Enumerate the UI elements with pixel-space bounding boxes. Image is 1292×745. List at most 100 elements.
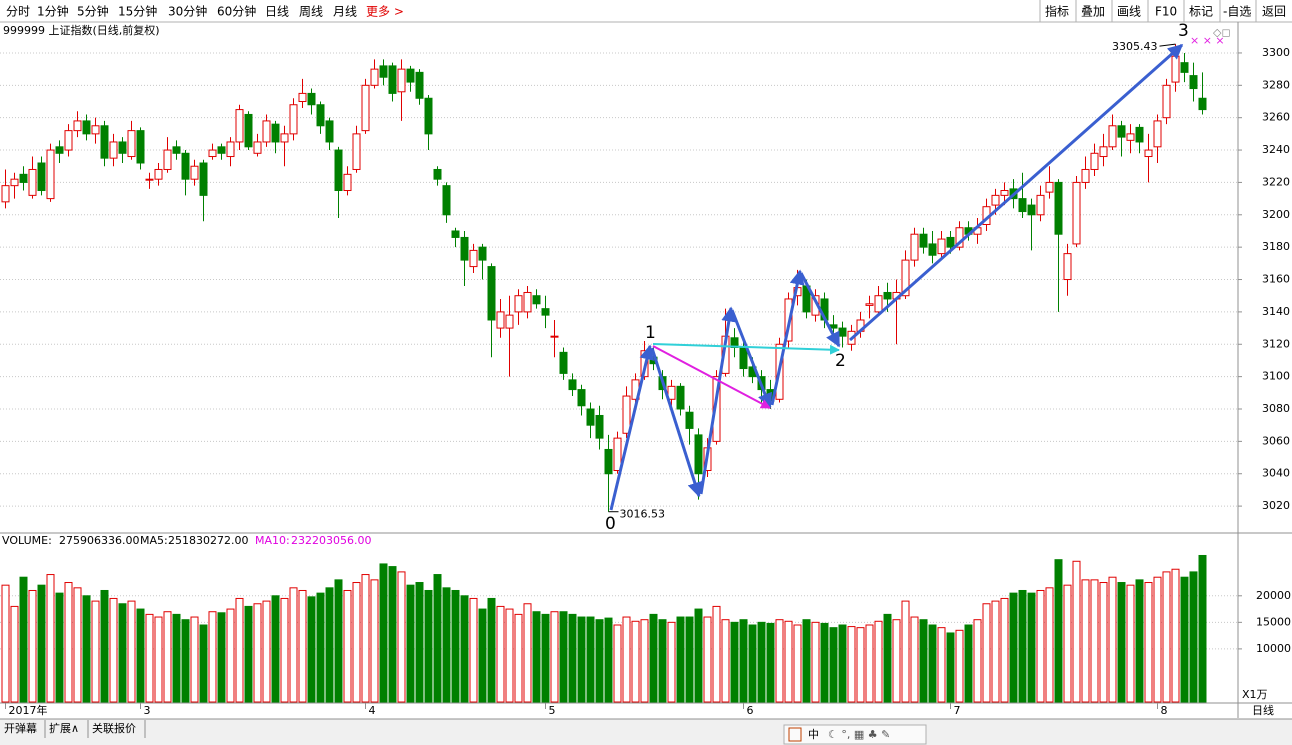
ime-mode[interactable]: 中 (808, 728, 819, 741)
volume-bar (334, 579, 343, 703)
candle-body (370, 68, 379, 86)
candle-body (82, 120, 91, 135)
wave-label: 2 (835, 351, 846, 371)
candle-body (1171, 55, 1180, 83)
volume-bar (73, 587, 82, 703)
volume-bar (415, 582, 424, 703)
toolbar-button[interactable]: F10 (1155, 5, 1177, 19)
footer-tab[interactable]: 关联报价 (92, 721, 136, 735)
candle-body (100, 125, 109, 159)
volume-bar (1090, 579, 1099, 703)
period-tab[interactable]: 月线 (333, 5, 357, 19)
candle-body (496, 311, 505, 329)
candle-body (334, 149, 343, 192)
toolbar-button[interactable]: 叠加 (1081, 5, 1105, 19)
period-tab[interactable]: 1分钟 (37, 4, 69, 19)
volume-bar (496, 605, 505, 703)
volume-bar (145, 613, 154, 703)
candle-body (712, 376, 721, 442)
volume-bar (964, 624, 973, 703)
volume-bar (469, 597, 478, 703)
toolbar-button[interactable]: 指标 (1045, 4, 1069, 19)
candle-body (262, 120, 271, 143)
candle-body (307, 92, 316, 106)
volume-bar (1108, 576, 1117, 703)
volume-bar (1162, 571, 1171, 703)
candle-body (361, 84, 370, 132)
volume-bar (235, 597, 244, 703)
candle-body (91, 125, 100, 135)
ime-icon[interactable] (788, 727, 802, 742)
volume-bar (1189, 571, 1198, 703)
candle-body (172, 146, 181, 154)
candle-body (694, 434, 703, 475)
candle-body (478, 246, 487, 261)
candle-body (604, 448, 613, 475)
volume-bar (532, 611, 541, 703)
candle-body (1054, 181, 1063, 235)
candle-body (244, 113, 253, 148)
volume-bar (748, 624, 757, 703)
period-tab[interactable]: 日线 (265, 5, 289, 19)
volume-bar (298, 589, 307, 703)
toolbar-button[interactable]: 返回 (1262, 5, 1286, 19)
candle-body (865, 303, 874, 306)
candle-body (586, 408, 595, 426)
volume-bar (631, 620, 640, 703)
toolbar-button[interactable]: 画线 (1117, 5, 1141, 19)
y-tick-label: 3280 (1262, 78, 1290, 91)
toolbar-button[interactable]: -自选 (1223, 5, 1251, 19)
candle-body (136, 130, 145, 164)
volume-bar (784, 620, 793, 703)
volume-bar (766, 622, 775, 703)
candle-body (1126, 133, 1135, 141)
y-tick-label: 3220 (1262, 175, 1290, 188)
candle-body (1189, 75, 1198, 90)
volume-bar (523, 603, 532, 703)
volume-bar (847, 626, 856, 703)
footer-tab[interactable]: 扩展∧ (49, 721, 79, 735)
arrow (770, 269, 805, 406)
candle-body (253, 141, 262, 154)
footer-tab[interactable]: 开弹幕 (4, 721, 37, 735)
period-tab[interactable]: 15分钟 (118, 4, 157, 19)
volume-bar (127, 600, 136, 703)
more-button[interactable]: 更多 > (366, 5, 404, 19)
period-tab[interactable]: 分时 (6, 5, 30, 19)
icon[interactable]: ◇◻ (1213, 26, 1231, 39)
toolbar-button[interactable]: 标记 (1189, 5, 1213, 19)
candle-body (1090, 152, 1099, 170)
volume-bar (991, 600, 1000, 703)
volume-bar (1009, 592, 1018, 703)
volume-bar (595, 619, 604, 703)
volume-bar (1171, 568, 1180, 703)
ime-icons[interactable]: ☾ °, ▦ ♣ ✎ (828, 728, 890, 741)
candle-body (388, 65, 397, 94)
candle-body (514, 295, 523, 313)
period-tab[interactable]: 60分钟 (217, 4, 256, 19)
volume-bar (262, 600, 271, 703)
candle-body (550, 335, 559, 338)
volume-bar (1180, 576, 1189, 703)
volume-bar (640, 619, 649, 703)
period-tab[interactable]: 周线 (299, 5, 323, 19)
candle-body (424, 97, 433, 135)
volume-bar (451, 589, 460, 703)
x-tick-label: 4 (369, 704, 376, 717)
candle-body (622, 395, 631, 434)
candle-body (1, 185, 10, 203)
period-tab[interactable]: 5分钟 (77, 4, 109, 19)
candle-body (568, 379, 577, 391)
arrow (652, 345, 771, 409)
candle-body (442, 185, 451, 216)
volume-bar (577, 616, 586, 703)
period-tab[interactable]: 30分钟 (168, 4, 207, 19)
volume-bar (1099, 582, 1108, 703)
y-tick-label: 3140 (1262, 305, 1290, 318)
candle-body (208, 149, 217, 158)
volume-bar (829, 627, 838, 703)
volume-bar (118, 603, 127, 703)
volume-bar (1117, 582, 1126, 703)
candle-body (397, 68, 406, 93)
volume-bar (253, 603, 262, 703)
